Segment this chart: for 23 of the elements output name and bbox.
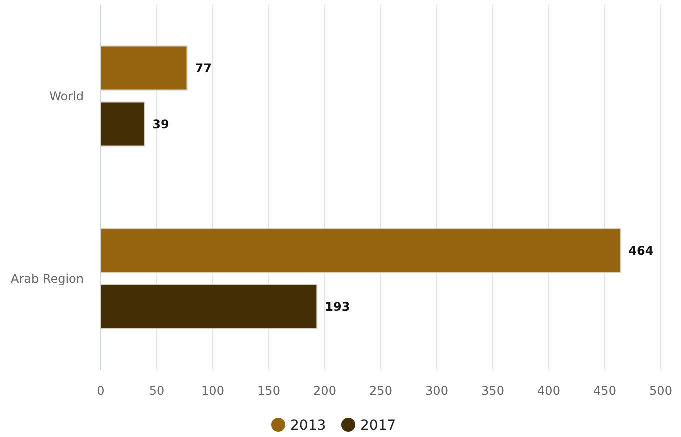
y-tick-label: World bbox=[50, 89, 84, 104]
bar bbox=[100, 228, 622, 274]
legend-label: 2017 bbox=[360, 418, 396, 434]
data-label: 193 bbox=[325, 300, 350, 314]
x-tick-label: 100 bbox=[202, 384, 224, 398]
x-tick-label: 150 bbox=[258, 384, 280, 398]
x-tick-label: 250 bbox=[370, 384, 392, 398]
x-tick-label: 500 bbox=[650, 384, 672, 398]
x-tick-label: 350 bbox=[482, 384, 504, 398]
data-label: 464 bbox=[628, 244, 654, 258]
x-tick-label: 200 bbox=[314, 384, 336, 398]
data-label: 39 bbox=[152, 117, 170, 132]
x-tick-label: 300 bbox=[426, 384, 448, 398]
legend-label: 2013 bbox=[290, 418, 326, 434]
data-label: 77 bbox=[195, 61, 212, 76]
bar bbox=[100, 284, 318, 330]
x-tick-label: 0 bbox=[97, 384, 105, 398]
x-tick-label: 50 bbox=[149, 384, 165, 398]
y-tick-label: Arab Region bbox=[10, 272, 84, 286]
bar bbox=[100, 46, 188, 91]
x-tick-label: 450 bbox=[594, 384, 616, 398]
bar bbox=[100, 102, 146, 147]
x-tick-label: 400 bbox=[538, 384, 560, 398]
